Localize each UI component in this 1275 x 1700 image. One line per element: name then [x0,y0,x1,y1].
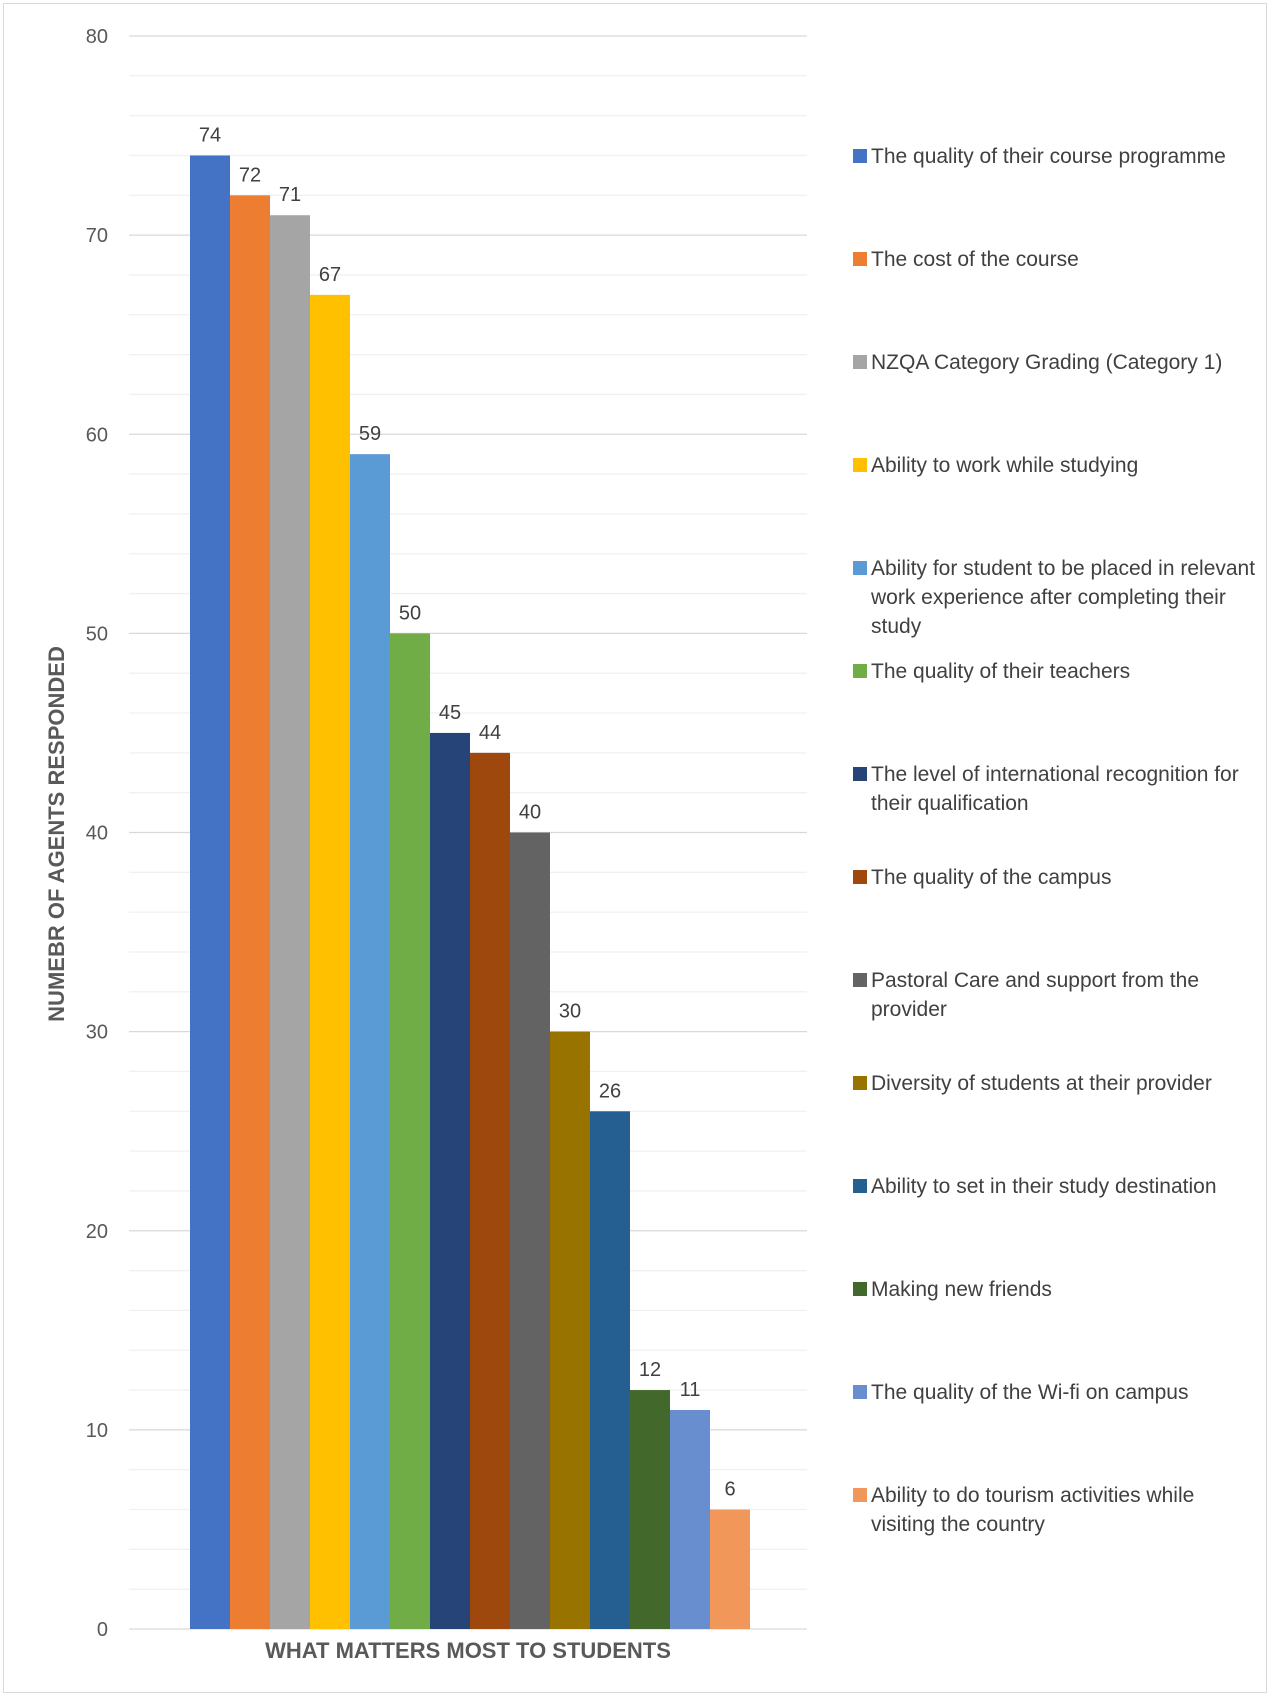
legend-item: Diversity of students at their provider [853,1072,1212,1095]
legend-label: Pastoral Care and support from the provid… [871,969,1199,1021]
legend-label: The quality of their course programme [871,145,1226,168]
legend-swatch [853,973,867,987]
bar-value-label: 6 [724,1479,735,1501]
legend-swatch [853,1179,867,1193]
bar-value-label: 44 [479,722,501,744]
legend-swatch [853,252,867,266]
bar [550,1031,590,1629]
bar-value-label: 12 [639,1359,661,1381]
bar-value-label: 40 [519,802,541,824]
bars [190,155,750,1630]
bar [670,1409,710,1629]
legend-item: The quality of the campus [853,866,1111,889]
legend-label: NZQA Category Grading (Category 1) [871,351,1222,374]
legend-label: Making new friends [871,1278,1052,1301]
legend-swatch [853,458,867,472]
legend-swatch [853,1385,867,1399]
bar [630,1390,670,1629]
chart-frame: 0 10 20 30 40 50 60 70 80 74 72 71 67 59 50 45 44 40 30 26… [3,3,1267,1693]
legend-item: The cost of the course [853,248,1079,271]
legend-label: Ability to work while studying [871,454,1138,477]
legend-label: Ability to do tourism activities while vi… [871,1484,1194,1536]
legend-label: The quality of the campus [871,866,1111,889]
bar [510,832,550,1629]
legend-item: The quality of their teachers [853,660,1130,683]
bar-value-label: 74 [199,124,221,146]
y-tick-label: 40 [86,823,108,845]
legend-swatch [853,1076,867,1090]
legend-swatch [853,870,867,884]
bar-value-label: 11 [680,1379,701,1401]
bar-value-label: 50 [399,602,421,624]
legend-swatch [853,149,867,163]
legend-item: The quality of their course programme [853,145,1226,168]
bar [190,155,230,1630]
legend-swatch [853,355,867,369]
legend-swatch [853,664,867,678]
y-tick-label: 70 [86,225,108,247]
x-axis-title: WHAT MATTERS MOST TO STUDENTS [265,1638,671,1663]
y-tick-label: 10 [86,1420,108,1442]
legend-item: The level of international recognition f… [853,763,1239,815]
legend-label: Diversity of students at their provider [871,1072,1212,1095]
y-tick-label: 60 [86,424,108,446]
data-labels: 74 72 71 67 59 50 45 44 40 30 26 12 11 6 [199,124,736,1500]
bar [350,454,390,1630]
y-axis-ticks: 0 10 20 30 40 50 60 70 80 [86,26,108,1641]
bar [590,1111,630,1629]
bar-value-label: 30 [559,1001,581,1023]
y-tick-label: 30 [86,1022,108,1044]
legend-item: Making new friends [853,1278,1052,1301]
bar [430,732,470,1629]
legend-swatch [853,767,867,781]
legend-label: The level of international recognition f… [871,763,1239,815]
legend-swatch [853,1488,867,1502]
bar [390,633,430,1629]
bar-value-label: 72 [239,164,261,186]
bar [270,215,310,1629]
bar [470,752,510,1629]
y-tick-label: 80 [86,26,108,48]
legend-label: Ability to set in their study destinatio… [871,1175,1217,1198]
y-axis-title: NUMEBR OF AGENTS RESPONDED [44,646,69,1022]
y-tick-label: 50 [86,623,108,645]
legend-label: The cost of the course [871,248,1079,271]
legend-item: The quality of the Wi-fi on campus [853,1381,1188,1404]
legend-item: Ability for student to be placed in rele… [853,557,1255,638]
bar [310,294,350,1629]
bar-value-label: 59 [359,423,381,445]
y-tick-label: 20 [86,1221,108,1243]
legend-swatch [853,1282,867,1296]
legend-label: The quality of their teachers [871,660,1130,683]
bar-value-label: 71 [279,184,301,206]
bar-value-label: 26 [599,1080,621,1102]
legend-label: The quality of the Wi-fi on campus [871,1381,1188,1404]
bar [230,195,270,1629]
bar [710,1509,750,1629]
legend-item: Ability to do tourism activities while vi… [853,1484,1194,1536]
legend-label: Ability for student to be placed in rele… [870,557,1255,638]
bar-value-label: 45 [439,702,461,724]
bar-chart: 0 10 20 30 40 50 60 70 80 74 72 71 67 59 50 45 44 40 30 26… [44,26,1255,1663]
legend-item: Ability to work while studying [853,454,1138,477]
legend: The quality of their course programme The… [853,145,1255,1536]
legend-item: NZQA Category Grading (Category 1) [853,351,1222,374]
legend-item: Pastoral Care and support from the provid… [853,969,1199,1021]
legend-item: Ability to set in their study destinatio… [853,1175,1217,1198]
bar-value-label: 67 [319,264,341,286]
y-tick-label: 0 [97,1619,108,1641]
legend-swatch [853,561,867,575]
